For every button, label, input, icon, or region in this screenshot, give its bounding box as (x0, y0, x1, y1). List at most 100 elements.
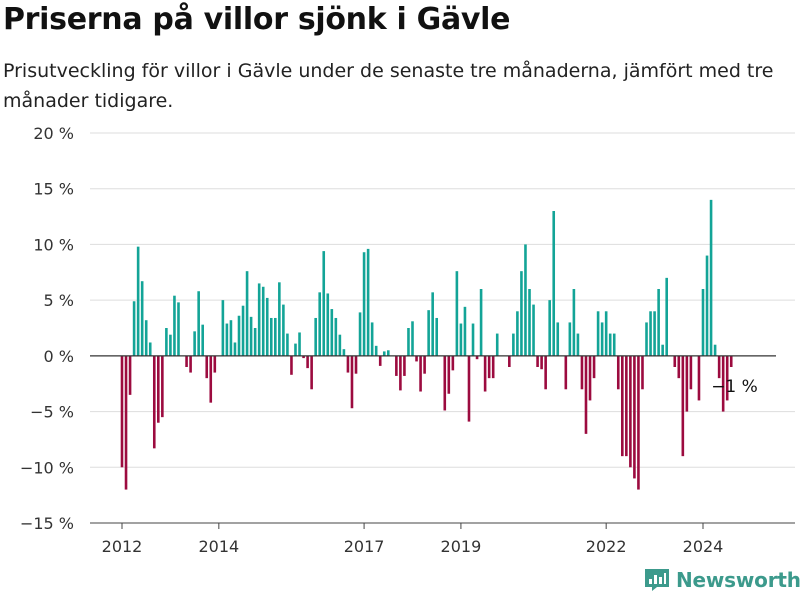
bar (637, 355, 640, 490)
bar (302, 355, 305, 359)
bar (463, 306, 467, 356)
last-value-annotation: −1 % (711, 377, 758, 397)
grid-lines (90, 132, 795, 524)
newsworthy-logo-icon (645, 569, 669, 591)
bar (177, 302, 180, 356)
bar (612, 333, 616, 356)
y-tick-label: −5 % (30, 403, 74, 422)
bar (358, 312, 362, 356)
newsworthy-logo-text: Newsworthy (676, 568, 800, 592)
bar (600, 322, 604, 356)
bar (447, 355, 451, 394)
bar (128, 355, 132, 395)
bar (645, 322, 648, 356)
bar (342, 349, 346, 356)
bar (483, 355, 487, 392)
bar (717, 355, 721, 379)
bar (237, 315, 241, 356)
bar (657, 289, 660, 356)
bar (568, 322, 572, 356)
x-axis: 2012 2014 2017 2019 2022 2024 (90, 522, 795, 556)
bar (152, 355, 156, 449)
bar (120, 355, 124, 468)
bar (685, 355, 689, 412)
bar (721, 355, 725, 412)
bar (382, 351, 386, 356)
bar (548, 300, 551, 356)
x-tick-label: 2024 (683, 537, 724, 556)
x-tick-label: 2019 (441, 537, 482, 556)
bar (552, 211, 556, 356)
bar (729, 355, 733, 367)
bar (274, 317, 277, 356)
bar (459, 323, 463, 356)
bar (144, 320, 148, 356)
bar (516, 311, 519, 356)
bar (136, 246, 140, 356)
bar (197, 291, 200, 356)
bar (306, 355, 309, 369)
bar (649, 311, 652, 356)
bar (616, 355, 620, 390)
bar (528, 289, 531, 356)
bar (185, 355, 188, 367)
bar (294, 343, 297, 356)
bar (241, 305, 245, 356)
bar (556, 322, 560, 356)
bar (346, 355, 350, 373)
y-tick-label: 5 % (44, 291, 74, 310)
bar (322, 251, 326, 356)
y-tick-label: −10 % (20, 458, 74, 477)
bar (580, 355, 584, 390)
bar (209, 355, 213, 403)
bars (120, 199, 733, 490)
bar (479, 289, 483, 356)
bar (140, 281, 144, 356)
bar (399, 355, 402, 391)
bar (584, 355, 588, 434)
bar (629, 355, 632, 468)
bar (148, 342, 152, 356)
chart-title: Priserna på villor sjönk i Gävle (3, 2, 511, 37)
bar (132, 301, 136, 356)
bar (124, 355, 128, 490)
bar (350, 355, 354, 409)
bar (257, 283, 261, 356)
bar (427, 310, 430, 356)
bar (265, 297, 269, 356)
bar (677, 355, 681, 379)
bar (451, 355, 455, 371)
bar (269, 317, 273, 356)
bar (681, 355, 685, 457)
bar (338, 334, 342, 356)
x-tick-label: 2017 (344, 537, 385, 556)
bar (725, 355, 729, 401)
y-tick-label: 20 % (33, 124, 74, 143)
bar (471, 323, 475, 356)
bar (378, 355, 382, 366)
bar (221, 300, 225, 356)
bar (161, 355, 164, 418)
bar (576, 333, 580, 356)
bar (536, 355, 539, 367)
bar (697, 355, 701, 401)
bar (673, 355, 677, 367)
bar (278, 282, 281, 356)
bar (403, 355, 406, 376)
y-axis-labels: −15 % −10 % −5 % 0 % 5 % 10 % 15 % 20 % (20, 124, 74, 533)
bar (419, 355, 422, 392)
y-tick-label: −15 % (20, 514, 74, 533)
bar (374, 345, 378, 356)
bar (245, 271, 249, 356)
bar (532, 304, 535, 356)
bar (701, 289, 705, 356)
bar (201, 324, 204, 356)
bar (286, 333, 289, 356)
bar (705, 255, 709, 356)
bar (467, 355, 471, 422)
bar (592, 355, 596, 379)
chart-subtitle: Prisutveckling för villor i Gävle under … (3, 60, 774, 112)
bar (386, 350, 390, 356)
bar (213, 355, 217, 373)
newsworthy-logo: Newsworthy (644, 568, 800, 592)
